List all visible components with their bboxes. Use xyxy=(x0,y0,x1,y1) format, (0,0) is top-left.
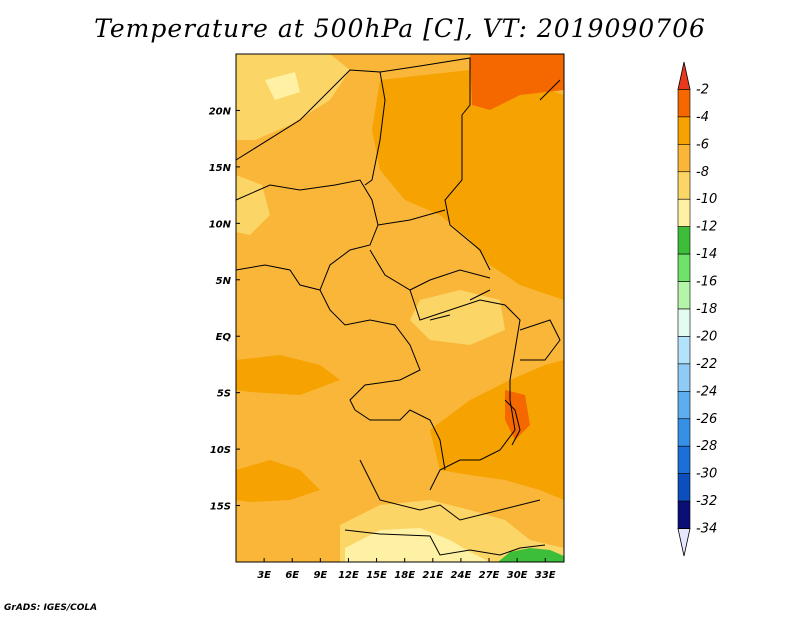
country-boundaries xyxy=(235,57,561,556)
colorbar-label: -32 xyxy=(696,494,717,509)
chart-title: Temperature at 500hPa [C], VT: 201909070… xyxy=(94,14,706,43)
colorbar-arrow-top xyxy=(677,61,691,90)
temp-band-yellow-nw xyxy=(236,54,350,140)
colorbar-label: -34 xyxy=(696,522,717,537)
colorbar-label: -22 xyxy=(696,357,717,372)
colorbar-cell xyxy=(677,171,691,200)
colorbar-label: -10 xyxy=(696,192,717,207)
temp-band-orange-southeast xyxy=(430,360,564,500)
x-tick-label: 30E xyxy=(507,570,528,581)
colorbar-cell xyxy=(677,336,691,365)
colorbar-arrow-bottom xyxy=(677,528,691,557)
y-tick-label: 5N xyxy=(216,276,232,287)
x-tick-label: 33E xyxy=(535,570,556,581)
x-tick-label: 12E xyxy=(338,570,359,581)
x-tick-label: 18E xyxy=(394,570,415,581)
temp-band-orange-west xyxy=(236,355,340,395)
colorbar-cell xyxy=(677,226,691,255)
colorbar-cell xyxy=(677,418,691,447)
colorbar-label: -4 xyxy=(696,110,709,125)
colorbar-label: -14 xyxy=(696,247,717,262)
y-axis: 20N 15N 10N 5N EQ 5S 10S 15S xyxy=(209,106,240,513)
colorbar-label: -8 xyxy=(696,165,709,180)
credit-label: GrADS: IGES/COLA xyxy=(4,603,98,613)
temp-band-orange-southwest xyxy=(236,460,320,502)
colorbar-label: -12 xyxy=(696,220,717,235)
x-tick-label: 21E xyxy=(422,570,443,581)
colorbar: -2 -4 -6 -8 -10 -12 -14 -16 -18 -20 -22 -24 -26 -28 -3… xyxy=(677,61,717,557)
y-tick-label: 10S xyxy=(210,445,231,456)
temp-band-lightyellow-south xyxy=(345,528,490,562)
x-tick-label: 27E xyxy=(479,570,500,581)
colorbar-label: -26 xyxy=(696,412,717,427)
temp-band-orange-north xyxy=(372,70,564,300)
temp-band-green-se xyxy=(498,548,564,562)
colorbar-cell xyxy=(677,445,691,474)
colorbar-cell xyxy=(677,89,691,118)
y-tick-label: EQ xyxy=(216,332,232,343)
colorbar-cell xyxy=(677,500,691,529)
y-tick-label: 15N xyxy=(209,163,232,174)
colorbar-label: -18 xyxy=(696,302,717,317)
colorbar-label: -20 xyxy=(696,329,717,344)
colorbar-cell xyxy=(677,253,691,282)
y-tick-label: 15S xyxy=(210,502,231,513)
map-frame xyxy=(235,53,565,563)
y-tick-label: 10N xyxy=(209,219,232,230)
temp-band-yellow-w xyxy=(236,175,270,235)
x-tick-label: 9E xyxy=(313,570,327,581)
temp-band-yellow-center xyxy=(410,290,505,345)
colorbar-cell xyxy=(677,473,691,502)
x-tick-label: 24E xyxy=(451,570,472,581)
colorbar-label: -6 xyxy=(696,137,709,152)
colorbar-cell xyxy=(677,281,691,310)
y-tick-label: 5S xyxy=(217,389,231,400)
colorbar-label: -16 xyxy=(696,275,717,290)
temp-band-darkorange-lakes xyxy=(505,390,530,440)
temp-band-lightyellow-nw xyxy=(265,72,300,100)
temp-band-darkorange-ne xyxy=(470,54,564,110)
x-axis: 3E 6E 9E 12E 15E 18E 21E 24E 27E 30E 33E xyxy=(257,558,556,581)
colorbar-label: -24 xyxy=(696,384,717,399)
y-tick-label: 20N xyxy=(209,106,232,117)
colorbar-cell xyxy=(677,308,691,337)
colorbar-cell xyxy=(677,198,691,227)
colorbar-label: -2 xyxy=(696,82,709,97)
x-tick-label: 6E xyxy=(285,570,299,581)
map-panel: 3E 6E 9E 12E 15E 18E 21E 24E 27E 30E 33E 20N 15N 10N… xyxy=(209,53,565,581)
colorbar-cell xyxy=(677,144,691,173)
colorbar-cell xyxy=(677,391,691,420)
colorbar-cell xyxy=(677,363,691,392)
colorbar-label: -28 xyxy=(696,439,717,454)
x-tick-label: 15E xyxy=(366,570,387,581)
colorbar-label: -30 xyxy=(696,467,717,482)
colorbar-cell xyxy=(677,116,691,145)
x-tick-label: 3E xyxy=(257,570,271,581)
